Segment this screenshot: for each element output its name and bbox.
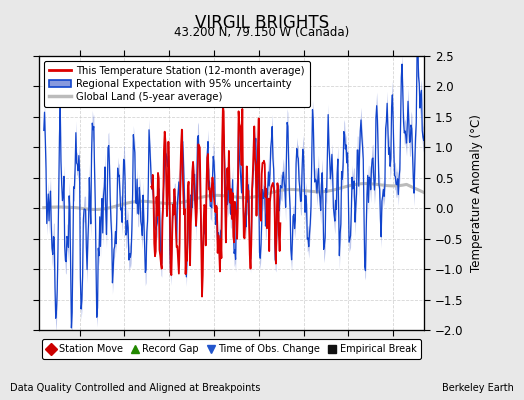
Legend: This Temperature Station (12-month average), Regional Expectation with 95% uncer: This Temperature Station (12-month avera…: [45, 61, 310, 107]
Y-axis label: Temperature Anomaly (°C): Temperature Anomaly (°C): [471, 114, 483, 272]
Text: 43.200 N, 79.150 W (Canada): 43.200 N, 79.150 W (Canada): [174, 26, 350, 39]
Legend: Station Move, Record Gap, Time of Obs. Change, Empirical Break: Station Move, Record Gap, Time of Obs. C…: [42, 339, 421, 359]
Text: Berkeley Earth: Berkeley Earth: [442, 383, 514, 393]
Text: VIRGIL BRIGHTS: VIRGIL BRIGHTS: [195, 14, 329, 32]
Text: Data Quality Controlled and Aligned at Breakpoints: Data Quality Controlled and Aligned at B…: [10, 383, 261, 393]
